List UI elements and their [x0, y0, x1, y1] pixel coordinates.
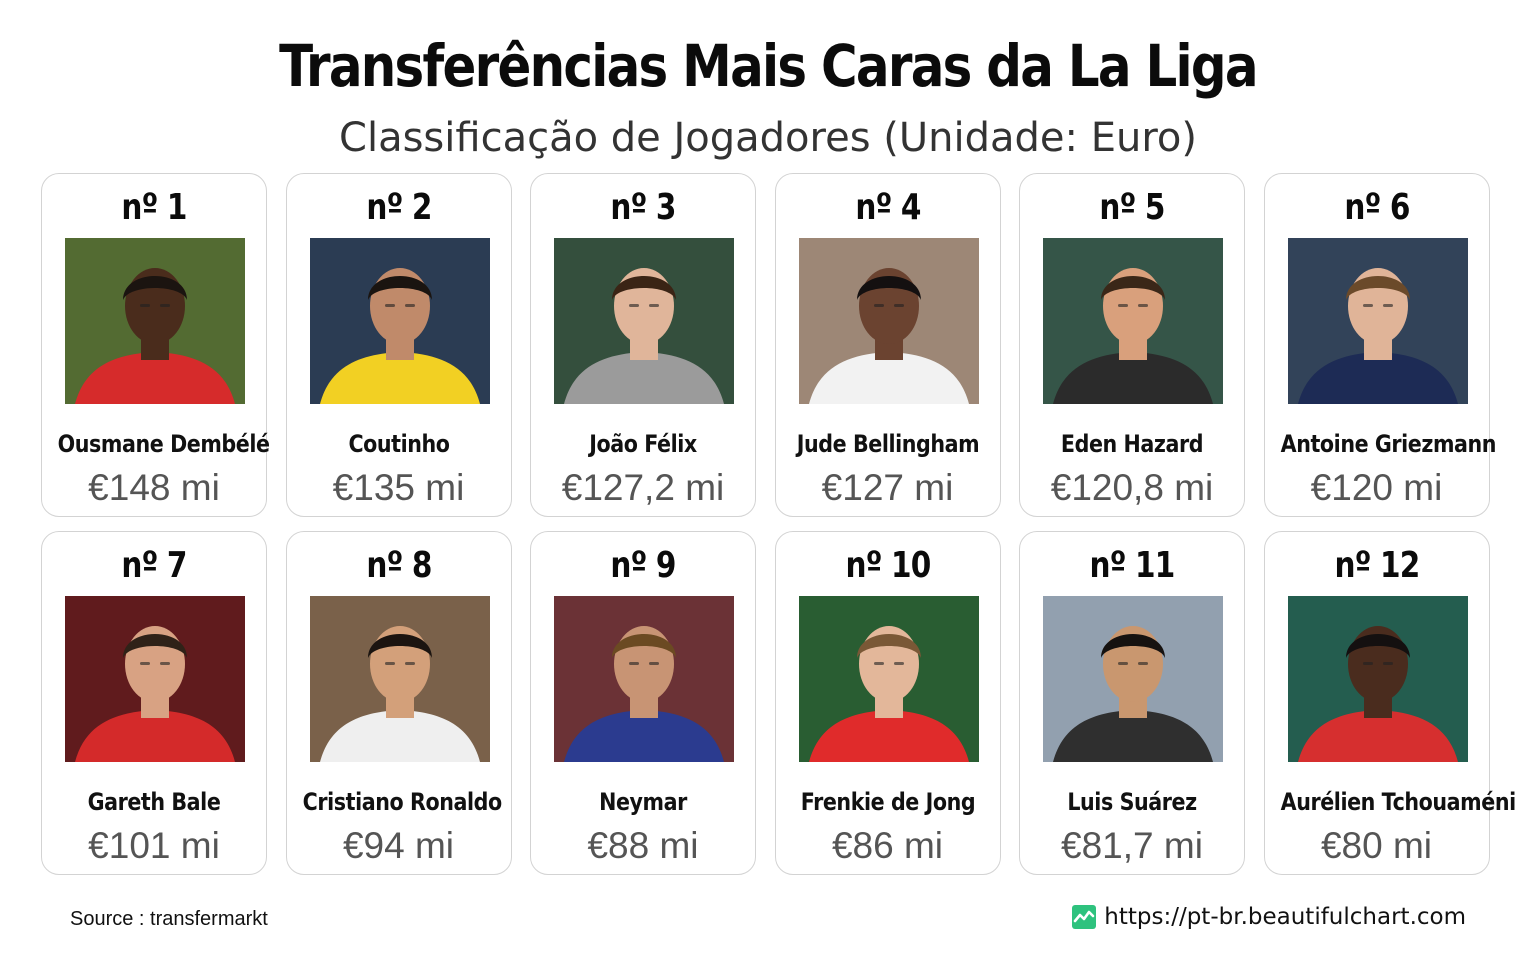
transfer-value: €86 mi [831, 825, 944, 866]
player-portrait-icon [1287, 596, 1468, 762]
player-card: nº 10 Frenkie de Jong €86 mi [774, 531, 1001, 875]
player-photo [798, 596, 979, 762]
player-photo [65, 596, 245, 762]
player-portrait-icon [1043, 238, 1223, 404]
player-photo [1043, 596, 1223, 762]
transfer-value: €135 mi [332, 467, 465, 508]
transfer-value: €148 mi [88, 467, 220, 508]
player-portrait-icon [554, 596, 734, 762]
player-rank: nº 7 [121, 545, 187, 586]
player-rank: nº 10 [845, 545, 931, 586]
transfer-value: €94 mi [342, 825, 455, 866]
site-link[interactable]: https://pt-br.beautifulchart.com [1072, 904, 1466, 930]
player-rank: nº 1 [121, 187, 187, 228]
player-rank: nº 8 [365, 545, 432, 586]
player-card: nº 8 Cristiano Ronaldo €94 mi [285, 531, 512, 875]
player-card: nº 6 Antoine Griezmann €120 mi [1263, 173, 1496, 517]
player-portrait-icon [554, 238, 734, 404]
transfer-value: €88 mi [587, 825, 699, 866]
transfer-value: €120 mi [1310, 467, 1443, 508]
transfer-value: €120,8 mi [1050, 467, 1214, 508]
transfer-value: €80 mi [1320, 825, 1433, 866]
player-portrait-icon [309, 596, 490, 762]
transfer-value: €81,7 mi [1061, 825, 1203, 866]
player-name: Neymar [599, 788, 687, 816]
player-name: Antoine Griezmann [1280, 430, 1496, 458]
player-portrait-icon [1043, 596, 1223, 762]
player-name: Ousmane Dembélé [57, 430, 270, 458]
site-url[interactable]: https://pt-br.beautifulchart.com [1104, 904, 1466, 930]
player-card: nº 9 Neymar €88 mi [530, 531, 756, 875]
player-photo [65, 238, 245, 404]
player-portrait-icon [798, 238, 979, 404]
transfer-value: €127 mi [821, 467, 954, 508]
player-card: nº 1 Ousmane Dembélé €148 mi [41, 173, 270, 517]
player-name: Jude Bellingham [796, 430, 979, 458]
player-card: nº 3 João Félix €127,2 mi [530, 173, 756, 517]
player-name: Frenkie de Jong [800, 788, 975, 816]
player-name: Eden Hazard [1060, 430, 1204, 458]
player-grid: nº 1 Ousmane Dembélé €148 mi nº 2 Coutinho €1… [41, 173, 1516, 875]
transfer-value: €101 mi [88, 825, 220, 866]
player-card: nº 4 Jude Bellingham €127 mi [774, 173, 1001, 517]
player-portrait-icon [65, 238, 245, 404]
player-portrait-icon [798, 596, 979, 762]
player-card: nº 2 Coutinho €135 mi [285, 173, 512, 517]
chart-title: Transferências Mais Caras da La Liga [279, 32, 1258, 100]
player-card: nº 12 Aurélien Tchouaméni €80 mi [1263, 531, 1516, 875]
player-rank: nº 2 [365, 187, 432, 228]
player-name: João Félix [589, 430, 697, 458]
beautifulchart-logo-icon [1072, 905, 1097, 929]
player-name: Luis Suárez [1067, 788, 1197, 816]
player-photo [1287, 596, 1468, 762]
player-card: nº 11 Luis Suárez €81,7 mi [1019, 531, 1245, 875]
transfer-value: €127,2 mi [561, 467, 725, 508]
player-photo [1287, 238, 1468, 404]
player-portrait-icon [1287, 238, 1468, 404]
player-rank: nº 3 [610, 187, 676, 228]
player-photo [309, 238, 490, 404]
player-portrait-icon [309, 238, 490, 404]
player-rank: nº 5 [1099, 187, 1165, 228]
chart-subtitle: Classificação de Jogadores (Unidade: Eur… [339, 115, 1197, 161]
player-photo [1043, 238, 1223, 404]
player-card: nº 5 Eden Hazard €120,8 mi [1019, 173, 1245, 517]
player-rank: nº 9 [610, 545, 676, 586]
player-photo [798, 238, 979, 404]
player-photo [554, 596, 734, 762]
player-photo [309, 596, 490, 762]
player-rank: nº 4 [854, 187, 921, 228]
player-name: Coutinho [347, 430, 450, 458]
source-note: Source : transfermarkt [70, 908, 268, 930]
player-photo [554, 238, 734, 404]
player-rank: nº 12 [1334, 545, 1420, 586]
player-rank: nº 11 [1089, 545, 1176, 586]
player-rank: nº 6 [1343, 187, 1410, 228]
player-name: Cristiano Ronaldo [302, 788, 502, 816]
player-name: Gareth Bale [87, 788, 221, 816]
player-card: nº 7 Gareth Bale €101 mi [41, 531, 267, 875]
player-name: Aurélien Tchouaméni [1280, 788, 1516, 816]
player-portrait-icon [65, 596, 245, 762]
